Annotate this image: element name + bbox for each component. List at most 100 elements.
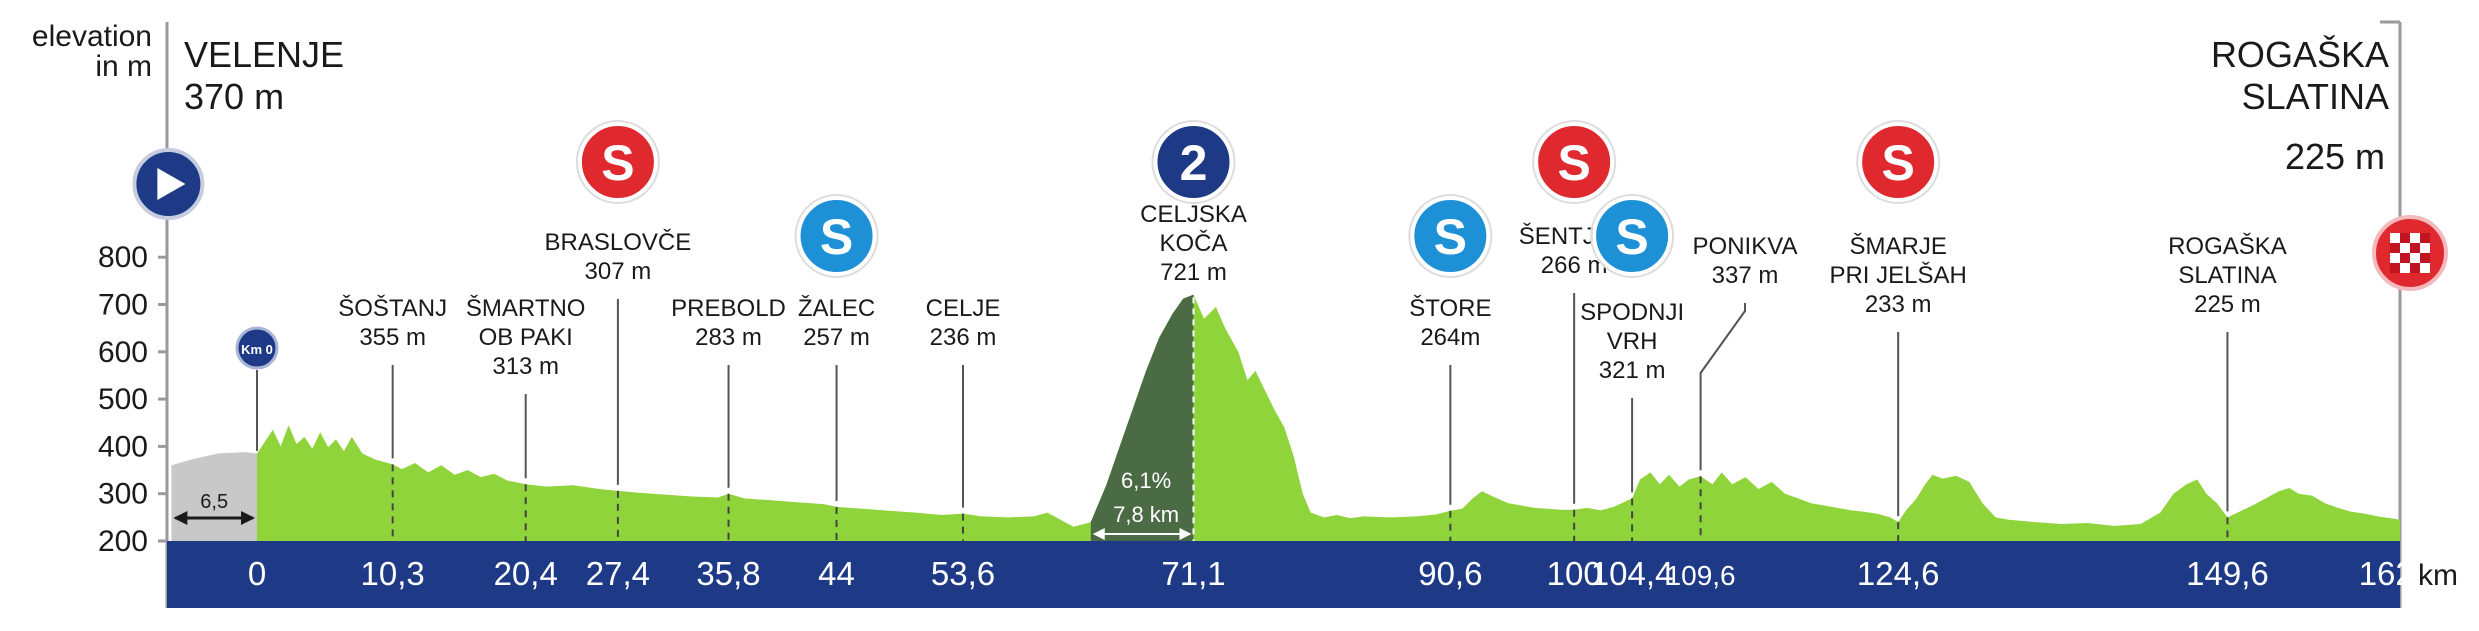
finish-city-elevation: 225 m [2284, 136, 2385, 177]
annotation-label-line: 283 m [695, 324, 762, 351]
annotation-label-line: ŠOŠTANJ [338, 294, 447, 322]
annotation-label-line: 236 m [930, 324, 997, 351]
intermediate-sprint-marker: S [794, 194, 879, 278]
km-tick-label: 0 [248, 555, 266, 592]
km-tick-label: 71,1 [1161, 555, 1225, 592]
km-tick-label: 44 [818, 555, 855, 592]
km-tick-label: 124,6 [1857, 555, 1940, 592]
annotation-label-line: OB PAKI [479, 324, 573, 351]
annotation-label-line: 264m [1420, 324, 1480, 351]
neutral-distance-label: 6,5 [200, 491, 228, 513]
annotation-label-line: 257 m [803, 324, 870, 351]
checkered-flag-square [2390, 263, 2400, 273]
annotation-label-line: 307 m [585, 258, 652, 285]
checkered-flag-square [2420, 263, 2430, 273]
annotation-label-line: ROGAŠKA [2168, 232, 2287, 260]
annotation-label-line: BRASLOVČE [545, 228, 692, 256]
km-tick-label: 20,4 [494, 555, 558, 592]
checkered-flag-square [2420, 253, 2430, 263]
kom-category-icon [1153, 122, 1234, 202]
y-tick-label: 300 [98, 478, 148, 511]
km-tick-label: 27,4 [586, 555, 650, 592]
finish-city-name-line1: ROGAŠKA [2210, 34, 2389, 75]
annotation-label-line: 337 m [1712, 262, 1779, 289]
annotation-label-line: 233 m [1865, 291, 1932, 318]
start-city-name: VELENJE [184, 34, 345, 75]
annotation-label-line: 721 m [1160, 259, 1227, 286]
y-axis-label-line2: in m [95, 50, 152, 83]
start-city: VELENJE 370 m [184, 34, 344, 118]
km-bar [167, 541, 2400, 608]
km0-badge-label: Km 0 [241, 342, 273, 357]
checkered-flag-square [2410, 253, 2420, 263]
km-tick-label: 90,6 [1418, 555, 1482, 592]
y-tick-label: 400 [98, 430, 148, 463]
sprint-s-icon [796, 196, 877, 276]
annotation-label-line: KOČA [1159, 229, 1227, 257]
marker-letter: S [1434, 209, 1467, 265]
checkered-flag-square [2390, 233, 2400, 243]
play-icon-triangle [157, 168, 186, 200]
annotation-leader-line [1699, 303, 1746, 471]
neutral-arrow-head-right [241, 511, 255, 525]
annotation-label-line: CELJSKA [1140, 201, 1247, 228]
y-tick-label: 700 [98, 289, 148, 322]
kom-marker: 2 [1151, 120, 1236, 204]
km0-badge-icon [235, 326, 279, 370]
climb-section-area [1090, 294, 1194, 541]
annotation-connector [1699, 303, 1746, 541]
annotation-label-line: CELJE [926, 295, 1001, 322]
checkered-flag-square [2410, 243, 2420, 253]
marker-letter: S [1881, 135, 1914, 191]
finish-marker [2372, 215, 2448, 291]
sprint-s-icon [1858, 122, 1939, 202]
sprint-marker: S [575, 120, 660, 204]
intermediate-sprint-marker: S [1590, 194, 1675, 278]
start-city-elevation: 370 m [184, 76, 285, 117]
sprint-marker: S [1856, 120, 1941, 204]
checkered-flag-square [2410, 263, 2420, 273]
annotation-label-line: PREBOLD [671, 295, 786, 322]
checkered-flag-square [2400, 233, 2410, 243]
annotation-label-line: 313 m [492, 353, 559, 380]
km-tick-label: 104,4 [1591, 555, 1674, 592]
finish-city-name-line2: SLATINA [2241, 76, 2389, 117]
km0-marker: Km 0 [235, 326, 279, 451]
y-tick-label: 800 [98, 241, 148, 274]
annotation-label-line: ŠMARTNO [466, 294, 586, 322]
marker-ring [1590, 194, 1675, 278]
checkered-flag-square [2390, 243, 2400, 253]
sprint-s-icon [577, 122, 658, 202]
y-tick-label: 500 [98, 383, 148, 416]
intermediate-sprint-marker: S [1408, 194, 1493, 278]
km-tick-label: 10,3 [361, 555, 425, 592]
annotation-label-line: SLATINA [2178, 262, 2276, 289]
km-tick-label: 53,6 [931, 555, 995, 592]
marker-ring [1856, 120, 1941, 204]
climb-arrow-head-right [1179, 528, 1192, 540]
x-axis-unit-label: km [2418, 559, 2458, 592]
checkered-flag-square [2400, 243, 2410, 253]
km-tick-label: 109,6 [1666, 560, 1736, 591]
checkered-flag-square [2420, 233, 2430, 243]
marker-ring [1408, 194, 1493, 278]
annotation-label-line: PRI JELŠAH [1829, 261, 1966, 289]
checkered-flag-square [2400, 253, 2410, 263]
sprint-s-icon [1410, 196, 1491, 276]
start-marker [132, 148, 205, 220]
y-tick-label: 600 [98, 336, 148, 369]
annotation-label-line: SPODNJI [1580, 299, 1684, 326]
marker-ring [1532, 120, 1617, 204]
annotation-label-line: 225 m [2194, 291, 2261, 318]
sprint-s-icon [1592, 196, 1673, 276]
y-tick-label: 200 [98, 525, 148, 558]
annotation-label-line: 355 m [359, 324, 426, 351]
checkered-flag-square [2400, 263, 2410, 273]
marker-letter: S [820, 209, 853, 265]
annotation-label-line: ŠTORE [1409, 294, 1491, 322]
sprint-marker: S [1532, 120, 1617, 204]
checkered-flag-square [2410, 233, 2420, 243]
km-tick-label: 35,8 [696, 555, 760, 592]
annotation-label-line: ŠMARJE [1849, 232, 1946, 260]
marker-ring [1151, 120, 1236, 204]
